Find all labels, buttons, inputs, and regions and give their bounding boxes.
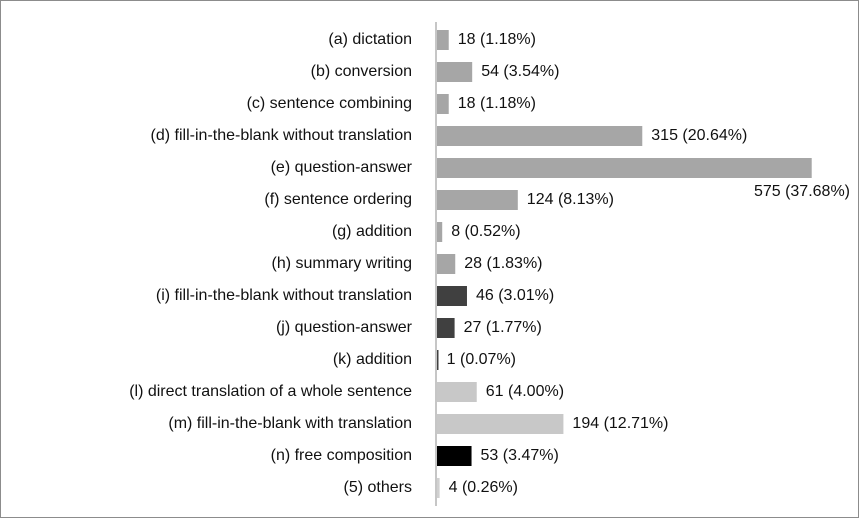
category-label: (e) question-answer xyxy=(271,159,413,176)
category-label: (i) fill-in-the-blank without translatio… xyxy=(156,287,412,304)
category-label: (k) addition xyxy=(333,351,412,368)
category-label: (j) question-answer xyxy=(276,319,413,336)
value-label: 61 (4.00%) xyxy=(486,383,564,400)
bar xyxy=(437,350,439,370)
value-label: 4 (0.26%) xyxy=(449,479,518,496)
bar xyxy=(437,30,449,50)
value-label: 28 (1.83%) xyxy=(464,255,542,272)
value-label: 1 (0.07%) xyxy=(447,351,516,368)
value-label: 315 (20.64%) xyxy=(651,127,747,144)
category-label: (f) sentence ordering xyxy=(264,191,412,208)
bar xyxy=(437,446,472,466)
value-label: 194 (12.71%) xyxy=(572,415,668,432)
category-label: (5) others xyxy=(344,479,412,496)
category-label: (n) free composition xyxy=(271,447,412,464)
category-label: (h) summary writing xyxy=(272,255,412,272)
bar xyxy=(437,254,456,274)
category-label: (l) direct translation of a whole senten… xyxy=(129,383,412,400)
bar xyxy=(437,222,443,242)
bar xyxy=(437,62,473,82)
category-label: (c) sentence combining xyxy=(247,95,412,112)
value-label: 53 (3.47%) xyxy=(481,447,559,464)
category-label: (d) fill-in-the-blank without translatio… xyxy=(151,127,412,144)
category-label: (b) conversion xyxy=(311,63,412,80)
category-label: (a) dictation xyxy=(328,31,412,48)
bar xyxy=(437,382,477,402)
category-label: (g) addition xyxy=(332,223,412,240)
bar xyxy=(437,158,812,178)
value-label: 54 (3.54%) xyxy=(481,63,559,80)
value-label: 46 (3.01%) xyxy=(476,287,554,304)
value-label: 124 (8.13%) xyxy=(527,191,614,208)
bar xyxy=(437,318,455,338)
value-label: 18 (1.18%) xyxy=(458,31,536,48)
value-label: 27 (1.77%) xyxy=(464,319,542,336)
bar xyxy=(437,94,449,114)
category-label: (m) fill-in-the-blank with translation xyxy=(168,415,412,432)
bar xyxy=(437,414,564,434)
bar xyxy=(437,126,643,146)
bar xyxy=(437,478,440,498)
value-label: 575 (37.68%) xyxy=(754,183,850,200)
value-label: 8 (0.52%) xyxy=(451,223,520,240)
bar xyxy=(437,286,467,306)
value-label: 18 (1.18%) xyxy=(458,95,536,112)
bar xyxy=(437,190,518,210)
